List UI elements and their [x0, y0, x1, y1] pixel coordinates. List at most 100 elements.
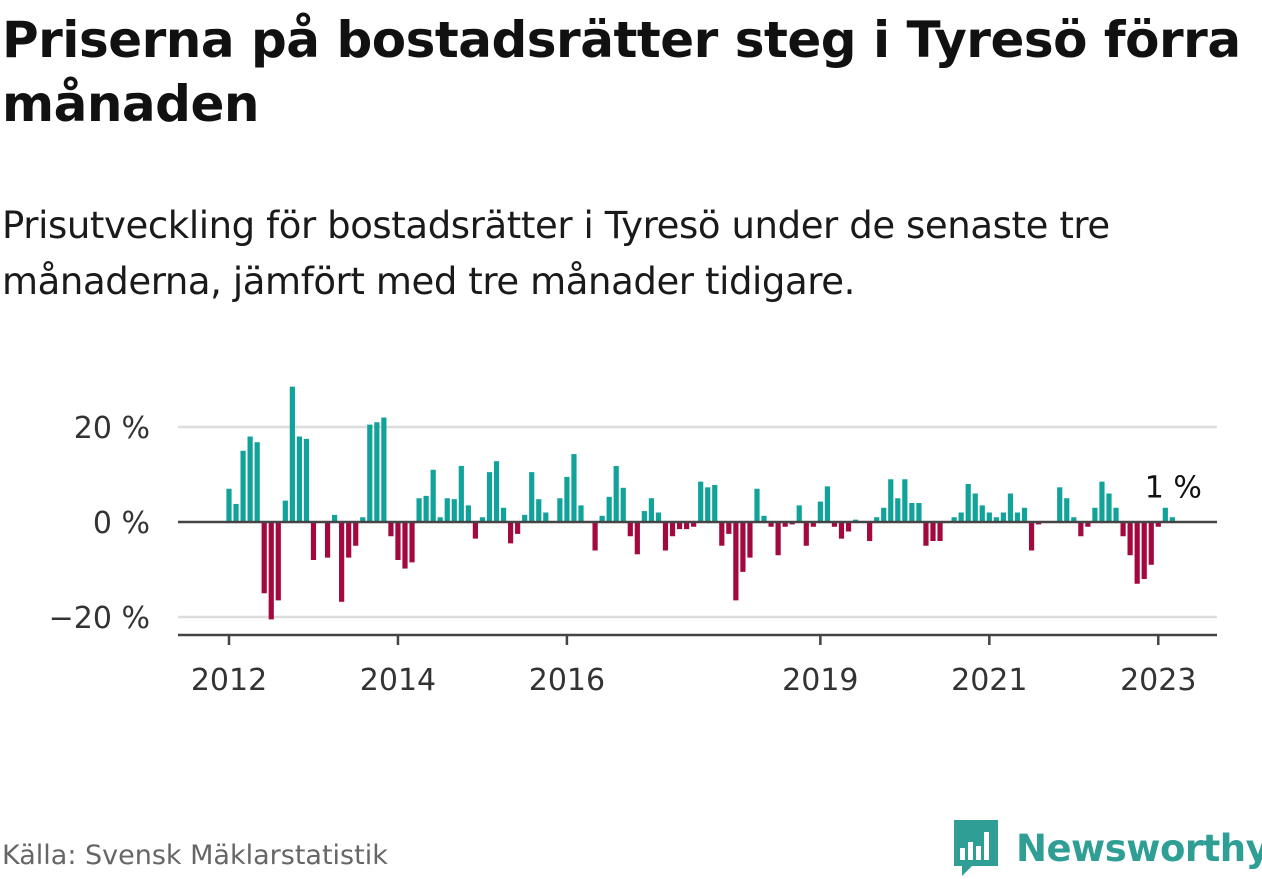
- bar: [648, 498, 654, 522]
- y-tick-label: 0 %: [93, 506, 150, 541]
- bar: [733, 522, 739, 601]
- bar: [571, 454, 577, 522]
- bar: [993, 517, 999, 522]
- bar: [775, 522, 781, 556]
- bar: [472, 522, 478, 539]
- bar: [627, 522, 633, 537]
- bar: [247, 436, 253, 522]
- bar: [712, 484, 718, 522]
- bar: [972, 493, 978, 522]
- bar: [465, 505, 471, 522]
- bar: [1169, 517, 1175, 522]
- bar: [402, 522, 408, 569]
- bar: [705, 487, 711, 522]
- bar: [641, 511, 647, 522]
- x-tick-label: 2021: [951, 663, 1027, 698]
- bar: [951, 517, 957, 522]
- bar: [1007, 493, 1014, 522]
- bar: [634, 522, 640, 555]
- bar: [1064, 498, 1070, 522]
- bar: [500, 507, 507, 522]
- bar: [845, 522, 852, 532]
- bar: [543, 512, 549, 522]
- bar: [1148, 522, 1154, 565]
- bar: [930, 522, 936, 541]
- bar: [817, 501, 823, 522]
- bar: [965, 484, 971, 522]
- bar: [937, 522, 943, 541]
- bar: [838, 522, 845, 539]
- bar: [1078, 522, 1084, 537]
- bar: [493, 461, 500, 522]
- bar: [374, 422, 380, 522]
- bar: [409, 522, 415, 563]
- bar: [599, 515, 605, 522]
- bar: [1113, 507, 1119, 522]
- bar: [1099, 481, 1105, 522]
- source-note: Källa: Svensk Mäklarstatistik: [2, 840, 388, 871]
- y-tick-labels: 20 % 0 % −20 %: [49, 411, 150, 636]
- y-tick-label: −20 %: [49, 601, 150, 636]
- bar: [620, 487, 626, 522]
- bar: [324, 522, 331, 558]
- bar: [1028, 522, 1035, 551]
- bar: [275, 522, 281, 601]
- x-tick-label: 2016: [529, 663, 605, 698]
- bar: [1162, 507, 1168, 522]
- bar: [916, 503, 922, 522]
- bar: [740, 522, 746, 572]
- bar: [289, 386, 295, 522]
- bar: [1155, 522, 1161, 527]
- bar: [761, 515, 767, 522]
- bar: [367, 424, 373, 522]
- bar: [768, 522, 774, 527]
- x-tick-label: 2019: [782, 663, 858, 698]
- bar: [662, 522, 669, 551]
- bar: [958, 512, 964, 522]
- bar: [360, 517, 366, 522]
- bar: [655, 512, 662, 522]
- bar: [895, 498, 901, 522]
- bar: [444, 498, 450, 522]
- bar: [388, 522, 394, 537]
- chart-title: Priserna på bostadsrätter steg i Tyresö …: [2, 11, 1241, 133]
- bar: [782, 522, 788, 527]
- bar: [458, 465, 464, 522]
- bar: [902, 479, 908, 522]
- bar: [1021, 507, 1028, 522]
- bar: [1106, 493, 1112, 522]
- bar: [296, 436, 302, 522]
- bar: [437, 517, 443, 522]
- bar: [381, 417, 387, 522]
- bar: [515, 522, 521, 534]
- bar: [747, 522, 753, 558]
- bar: [564, 476, 570, 522]
- bar: [803, 522, 809, 546]
- bar: [233, 503, 239, 522]
- bar: [754, 488, 760, 522]
- bar: [831, 522, 838, 527]
- bar: [486, 472, 493, 522]
- bar: [578, 505, 584, 522]
- bar: [303, 438, 310, 522]
- bar: [395, 522, 401, 560]
- bar: [254, 442, 260, 522]
- bar: [676, 522, 683, 530]
- bar: [979, 505, 985, 522]
- bar: [881, 507, 887, 522]
- bar: [1057, 487, 1063, 522]
- bar: [479, 517, 486, 522]
- axes: [178, 520, 1217, 645]
- bar: [888, 479, 894, 522]
- x-tick-labels: 2012 2014 2016 2019 2021 2023: [191, 663, 1197, 698]
- newsworthy-logo[interactable]: Newsworthy: [950, 818, 1262, 878]
- bar: [613, 465, 619, 522]
- bar: [684, 522, 690, 530]
- x-tick-label: 2012: [191, 663, 267, 698]
- bar: [529, 472, 535, 522]
- bar-chart: 20 % 0 % −20 % 2012 2014 2016 2019 2021 2023 1 …: [49, 386, 1217, 698]
- bar: [522, 514, 528, 522]
- annotations: 1 %: [1145, 470, 1202, 505]
- bar: [1014, 512, 1021, 522]
- bar: [810, 522, 816, 527]
